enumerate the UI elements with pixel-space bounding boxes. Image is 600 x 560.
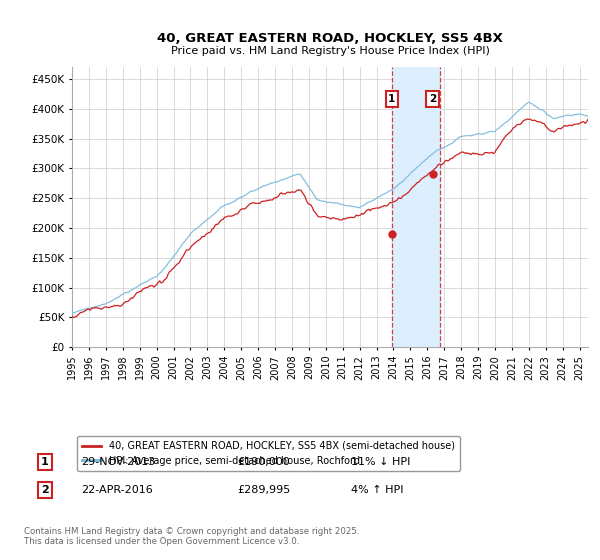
Text: 22-APR-2016: 22-APR-2016 bbox=[81, 485, 153, 495]
Text: 2: 2 bbox=[41, 485, 49, 495]
Text: 2: 2 bbox=[429, 94, 436, 104]
Legend: 40, GREAT EASTERN ROAD, HOCKLEY, SS5 4BX (semi-detached house), HPI: Average pri: 40, GREAT EASTERN ROAD, HOCKLEY, SS5 4BX… bbox=[77, 436, 460, 470]
Text: £289,995: £289,995 bbox=[237, 485, 290, 495]
Text: 11% ↓ HPI: 11% ↓ HPI bbox=[351, 457, 410, 467]
Text: Contains HM Land Registry data © Crown copyright and database right 2025.
This d: Contains HM Land Registry data © Crown c… bbox=[24, 526, 359, 546]
Text: Price paid vs. HM Land Registry's House Price Index (HPI): Price paid vs. HM Land Registry's House … bbox=[170, 46, 490, 56]
Title: 40, GREAT EASTERN ROAD, HOCKLEY, SS5 4BX: 40, GREAT EASTERN ROAD, HOCKLEY, SS5 4BX bbox=[157, 32, 503, 45]
Bar bbox=[392, 67, 440, 347]
Text: £190,000: £190,000 bbox=[237, 457, 290, 467]
Text: 29-NOV-2013: 29-NOV-2013 bbox=[81, 457, 155, 467]
Text: 4% ↑ HPI: 4% ↑ HPI bbox=[351, 485, 404, 495]
Text: 1: 1 bbox=[388, 94, 395, 104]
Text: 1: 1 bbox=[41, 457, 49, 467]
